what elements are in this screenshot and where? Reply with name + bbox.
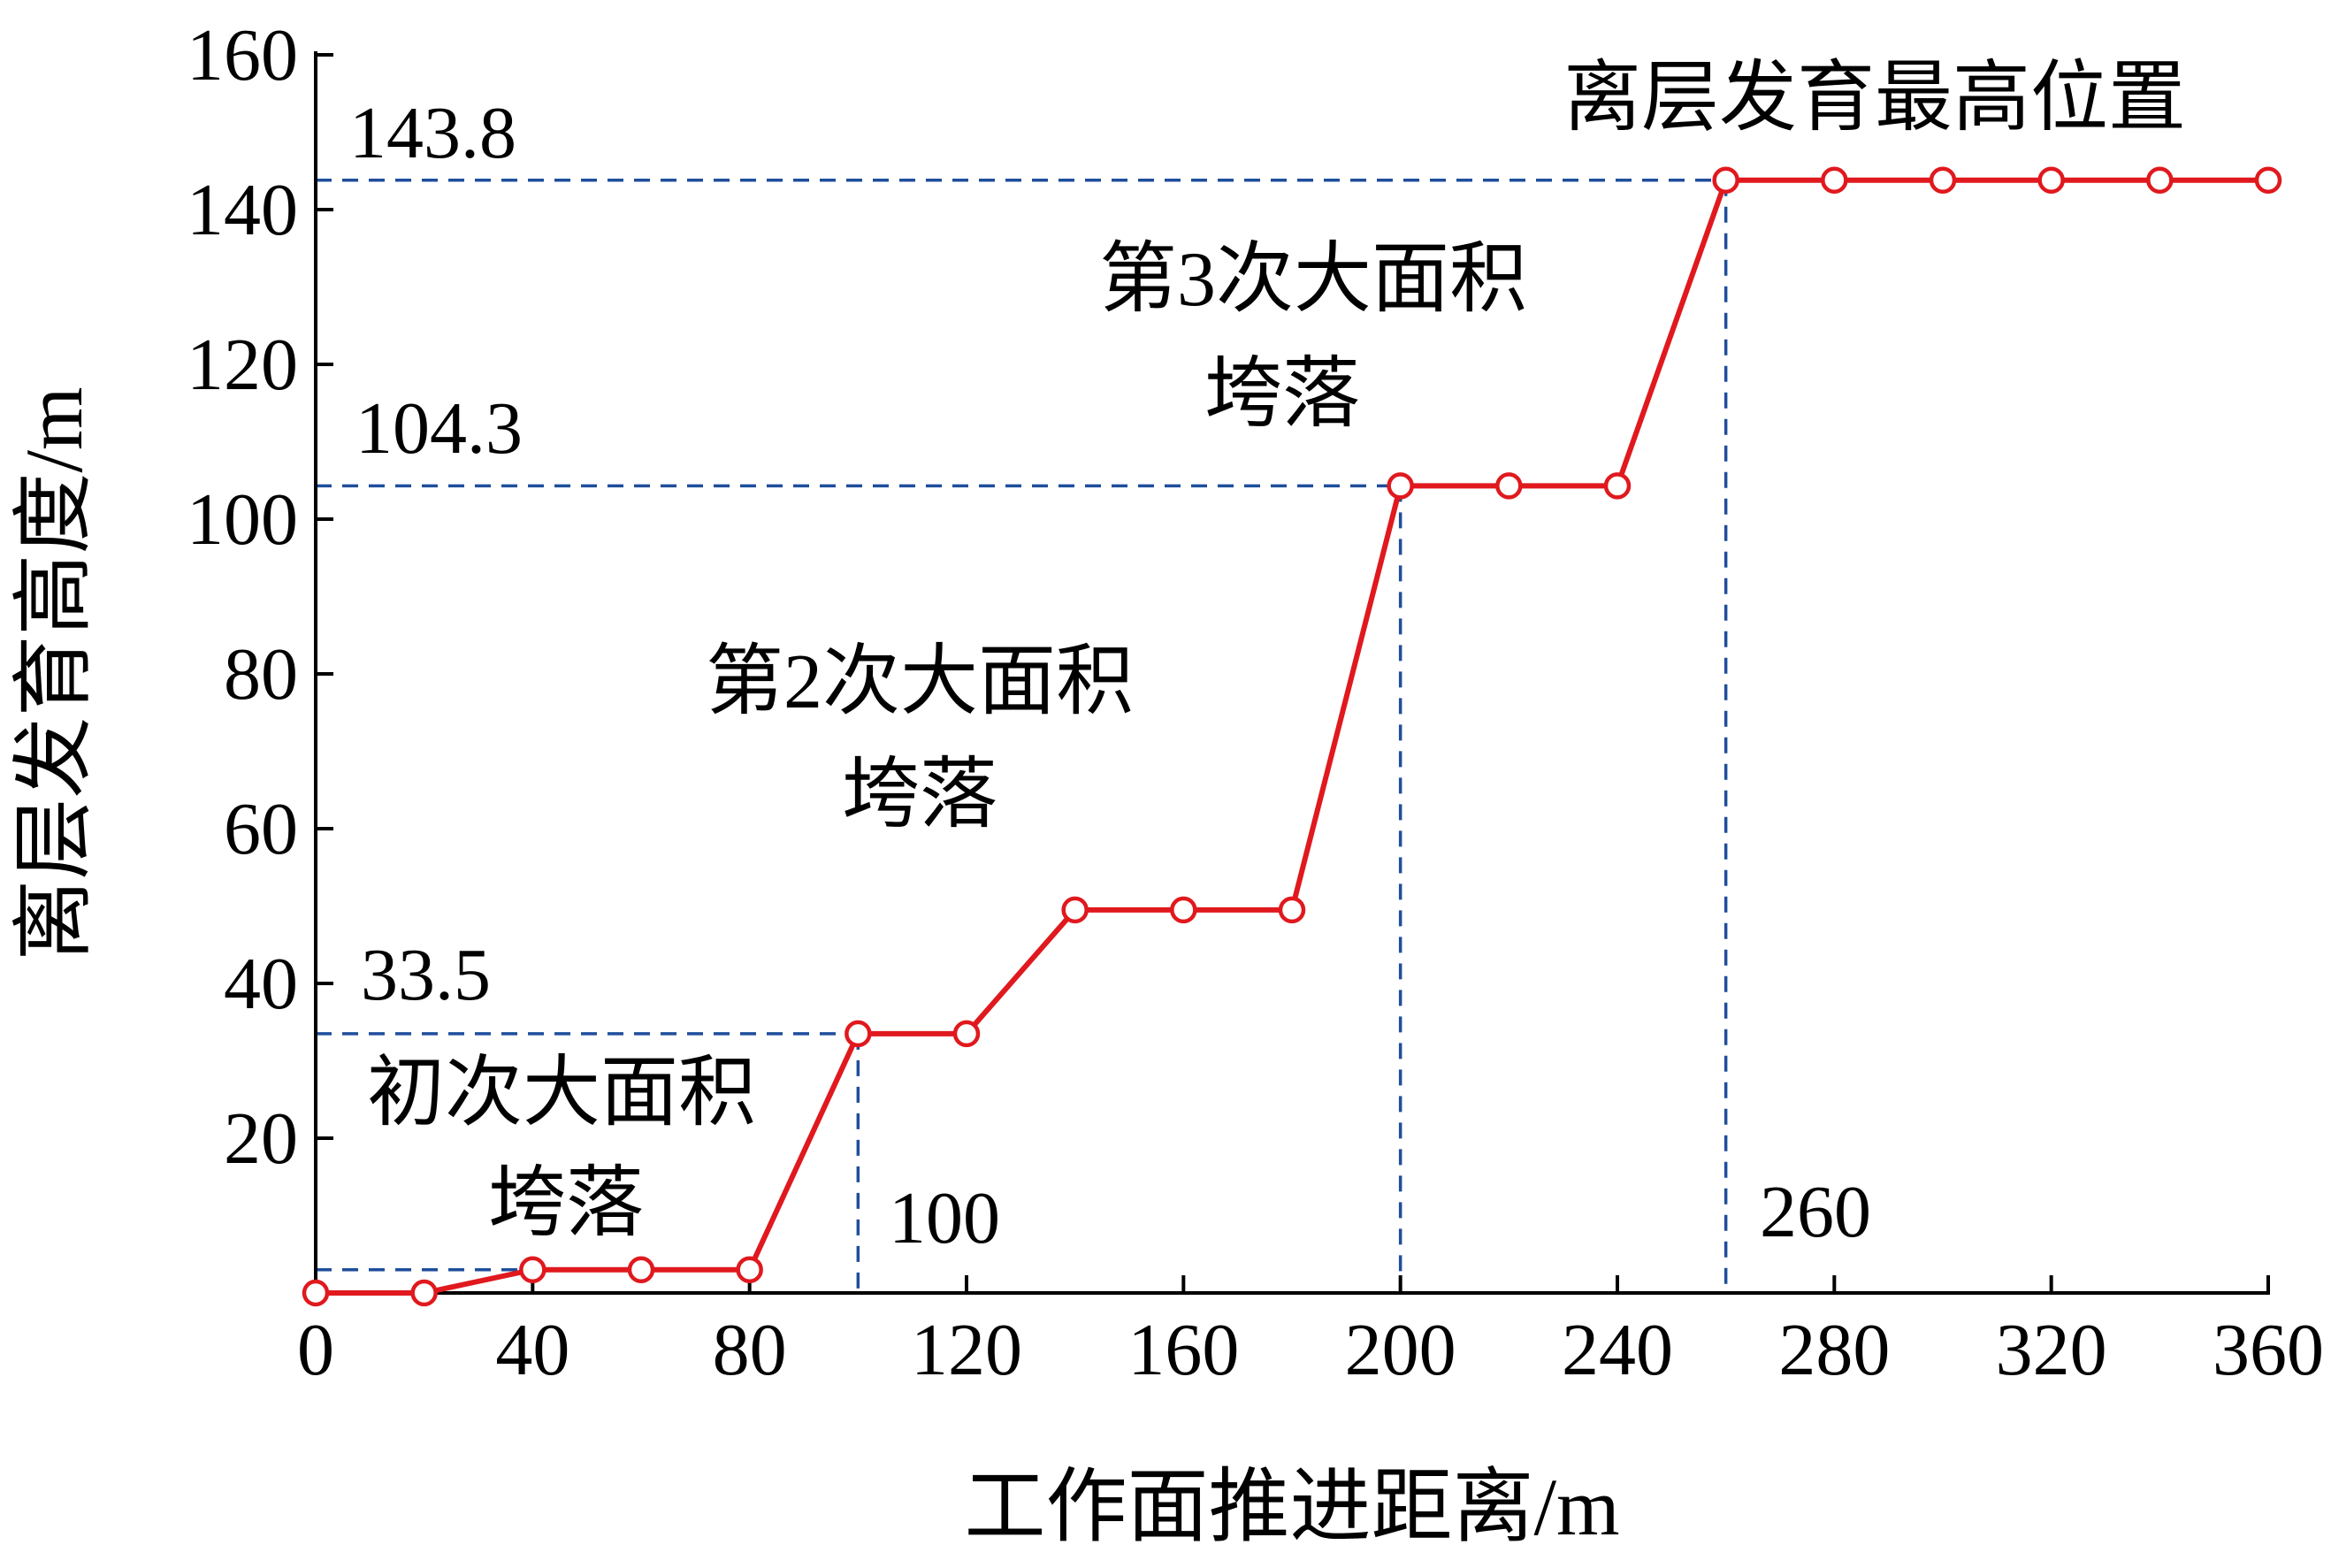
x-tick-label: 320 (1996, 1309, 2107, 1391)
x-tick-label: 0 (297, 1309, 334, 1391)
x-tick-label: 80 (713, 1309, 787, 1391)
data-point (1603, 472, 1632, 500)
data-point (519, 1256, 546, 1283)
data-point (1712, 166, 1739, 194)
data-point (952, 1020, 981, 1048)
data-point (1929, 166, 1957, 194)
data-point (1170, 896, 1197, 924)
data-point (1061, 896, 1089, 924)
ref-label-260: 260 (1760, 1171, 1871, 1253)
x-tick-label: 240 (1562, 1309, 1673, 1391)
y-tick-label: 140 (187, 169, 298, 251)
y-tick-label: 60 (224, 788, 298, 870)
data-point (2254, 166, 2282, 194)
data-point (2037, 166, 2065, 194)
x-tick-label: 160 (1127, 1309, 1239, 1391)
ref-label-100: 100 (889, 1177, 1000, 1259)
x-tick-label: 200 (1345, 1309, 1456, 1391)
annotation-third-collapse-line1: 第3次大面积 (1099, 237, 1527, 323)
ref-label-33-5: 33.5 (361, 934, 491, 1016)
series (302, 166, 2282, 1307)
annotation-first-collapse-line2: 垮落 (488, 1161, 644, 1247)
x-tick-label: 120 (911, 1309, 1022, 1391)
x-tick-label: 360 (2213, 1309, 2324, 1391)
ref-label-104-3: 104.3 (355, 387, 523, 470)
y-tick-label: 160 (187, 14, 298, 96)
data-point (2146, 166, 2174, 194)
data-point (1495, 472, 1523, 500)
annotation-second-collapse-line1: 第2次大面积 (706, 639, 1134, 725)
ref-label-143-8: 143.8 (349, 92, 516, 174)
y-ticks: 20 40 60 80 100 120 140 160 (187, 14, 333, 1180)
y-tick-label: 80 (224, 633, 298, 715)
annotation-max-height: 离层发育最高位置 (1563, 56, 2186, 142)
data-point (410, 1279, 438, 1307)
x-tick-label: 280 (1778, 1309, 1890, 1391)
annotation-third-collapse-line2: 垮落 (1204, 352, 1360, 438)
data-point (302, 1279, 330, 1307)
x-ticks: 0 40 80 120 160 200 240 280 320 360 (297, 1275, 2324, 1391)
data-point (736, 1256, 763, 1283)
y-tick-label: 40 (224, 943, 298, 1025)
x-tick-label: 40 (495, 1309, 569, 1391)
data-point (1821, 166, 1848, 194)
x-axis-title: 工作面推进距离/m (964, 1462, 1619, 1552)
annotation-second-collapse-line2: 垮落 (842, 753, 997, 838)
data-point (1278, 896, 1306, 924)
data-point (845, 1020, 872, 1048)
data-point (627, 1256, 655, 1283)
y-tick-label: 100 (187, 478, 298, 561)
y-tick-label: 120 (187, 324, 298, 406)
y-axis-title: 离层发育高度/m (9, 386, 99, 960)
data-point (1387, 472, 1414, 500)
annotation-first-collapse-line1: 初次大面积 (367, 1051, 756, 1136)
reference-lines (316, 179, 1728, 1293)
y-tick-label: 20 (224, 1098, 298, 1180)
